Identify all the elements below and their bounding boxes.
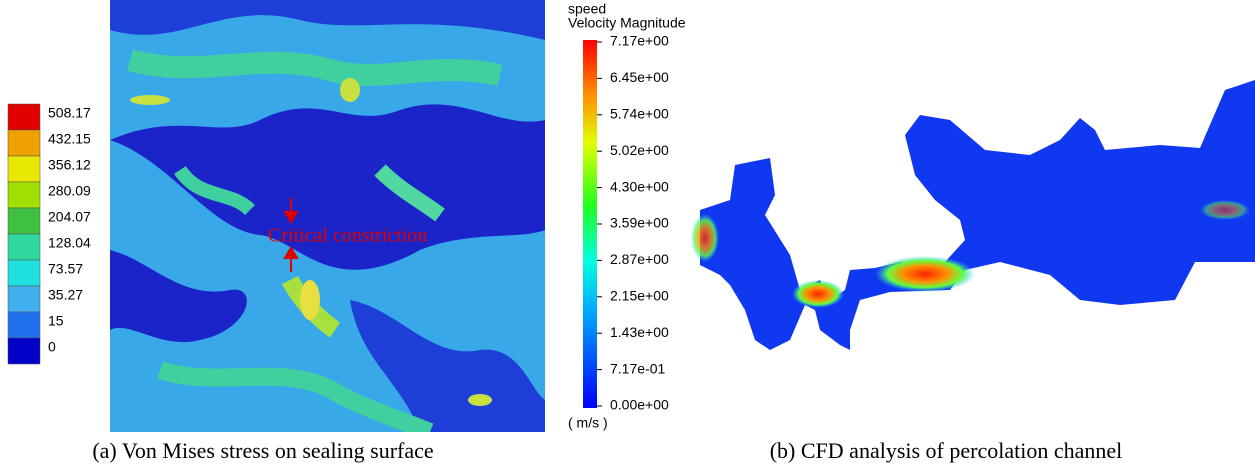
legend-label: 0.00e+00 (610, 397, 669, 413)
velocity-legend-labels: 7.17e+00 6.45e+00 5.74e+00 5.02e+00 4.30e+00… (597, 33, 669, 413)
stress-legend-boxes (7, 103, 41, 365)
legend-label: 5.74e+00 (610, 106, 669, 122)
legend-label: 7.17e-01 (610, 360, 665, 376)
legend-label: 280.09 (48, 183, 91, 199)
legend-label: 0 (48, 339, 56, 355)
legend-label: 15 (48, 313, 64, 329)
legend-subtitle: Velocity Magnitude (568, 15, 686, 31)
stress-map (110, 0, 545, 432)
arrows (283, 198, 299, 272)
legend-label: 432.15 (48, 131, 91, 147)
colorbar (583, 40, 597, 408)
legend-label: 128.04 (48, 235, 91, 251)
cfd-channel (691, 80, 1255, 350)
legend-label: 35.27 (48, 287, 83, 303)
legend-unit: ( m/s ) (568, 415, 608, 431)
legend-label: 6.45e+00 (610, 69, 669, 85)
legend-label: 1.43e+00 (610, 324, 669, 340)
legend-label: 73.57 (48, 261, 83, 277)
legend-title: speed (568, 1, 606, 17)
caption-a: (a) Von Mises stress on sealing surface (92, 438, 433, 463)
legend-label: 2.87e+00 (610, 251, 669, 267)
annotation: Critical constriction (268, 225, 427, 247)
legend-label: 3.59e+00 (610, 215, 669, 231)
legend-label: 356.12 (48, 157, 91, 173)
legend-label: 4.30e+00 (610, 178, 669, 194)
stress-legend-labels: 508.17 432.15 356.12 280.09 204.07 128.04 73.5… (48, 105, 91, 355)
legend-label: 508.17 (48, 105, 91, 121)
caption-b: (b) CFD analysis of percolation channel (770, 438, 1123, 463)
legend-label: 7.17e+00 (610, 33, 669, 49)
legend-label: 5.02e+00 (610, 142, 669, 158)
legend-label: 2.15e+00 (610, 288, 669, 304)
legend-label: 204.07 (48, 209, 91, 225)
